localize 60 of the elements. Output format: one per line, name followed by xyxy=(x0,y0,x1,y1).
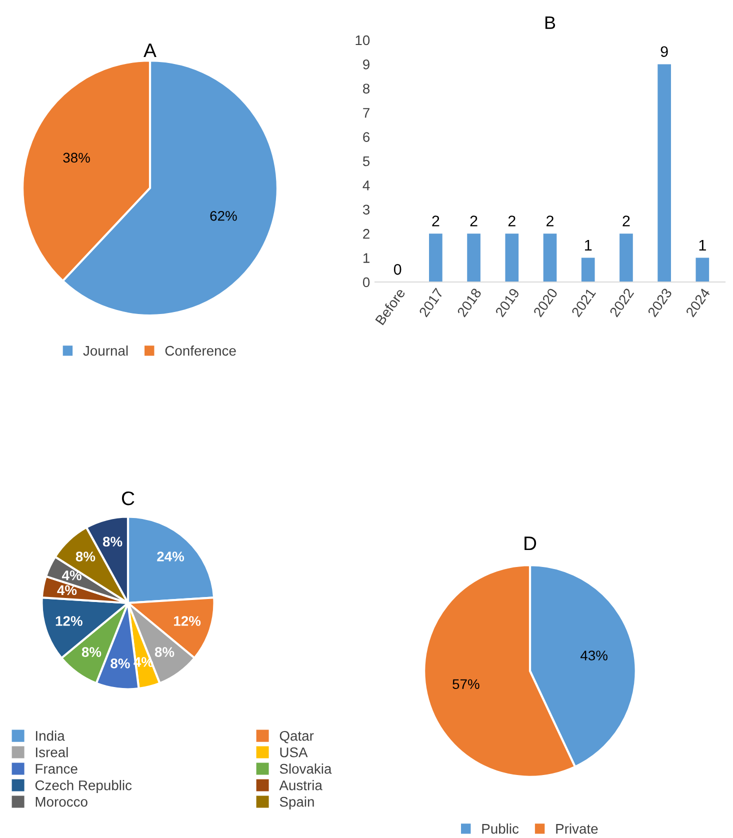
bar xyxy=(696,258,710,282)
legend-label: Public xyxy=(482,824,519,834)
data-label: 9 xyxy=(660,46,668,58)
y-tick-label: 10 xyxy=(356,35,370,46)
data-label: 2 xyxy=(546,216,554,226)
bar xyxy=(429,234,442,282)
data-label: 62% xyxy=(210,210,237,221)
bar xyxy=(658,64,671,282)
data-label: 24% xyxy=(157,552,184,562)
legend-label: France xyxy=(36,764,78,774)
data-label: 8% xyxy=(76,552,96,562)
bar xyxy=(620,234,633,282)
y-tick-label: 5 xyxy=(362,156,370,166)
legend-label: Qatar xyxy=(280,730,314,744)
legend-label: Spain xyxy=(280,796,314,810)
data-label: 8% xyxy=(102,536,122,547)
data-label: 0 xyxy=(394,264,402,275)
bar xyxy=(581,258,595,282)
y-tick-label: 8 xyxy=(363,84,370,94)
legend-label: Private xyxy=(556,824,598,834)
bar xyxy=(505,234,519,282)
data-label: 4% xyxy=(57,585,77,596)
data-label: 12% xyxy=(56,616,82,626)
legend-label: India xyxy=(36,730,65,741)
legend-label: USA xyxy=(280,747,308,758)
legend-label: Czech Republic xyxy=(35,780,132,793)
data-label: 8% xyxy=(110,658,130,668)
legend-label: Conference xyxy=(165,346,236,356)
y-tick-label: 3 xyxy=(362,204,370,215)
data-label: 8% xyxy=(82,647,102,657)
data-label: 1 xyxy=(585,240,592,250)
data-label: 2 xyxy=(622,216,630,226)
y-tick-label: 2 xyxy=(363,228,370,239)
chart-title: C xyxy=(122,491,134,506)
data-label: 43% xyxy=(580,650,608,660)
bar xyxy=(467,234,480,282)
data-label: 57% xyxy=(452,679,480,690)
bar xyxy=(543,234,557,282)
legend-label: Slovakia xyxy=(280,764,332,774)
legend-label: Austria xyxy=(279,780,322,790)
data-label: 12% xyxy=(174,616,201,626)
y-tick-label: 6 xyxy=(363,132,370,142)
data-label: 4% xyxy=(62,570,82,580)
chart-title: A xyxy=(144,44,156,58)
y-tick-label: 1 xyxy=(363,253,370,263)
data-label: 2 xyxy=(508,216,516,226)
y-tick-label: 9 xyxy=(363,60,370,70)
legend-label: Isreal xyxy=(36,747,68,758)
y-tick-label: 7 xyxy=(363,108,370,118)
data-label: 1 xyxy=(699,240,706,250)
legend-label: Journal xyxy=(83,346,128,356)
data-label: 8% xyxy=(154,647,174,657)
chart-title: B xyxy=(545,16,556,29)
y-tick-label: 0 xyxy=(362,277,370,288)
data-label: 38% xyxy=(63,152,90,163)
chart-title: D xyxy=(524,536,536,550)
data-label: 2 xyxy=(432,216,440,226)
y-tick-label: 4 xyxy=(362,180,370,190)
data-label: 2 xyxy=(470,216,478,226)
legend-label: Morocco xyxy=(36,797,88,807)
